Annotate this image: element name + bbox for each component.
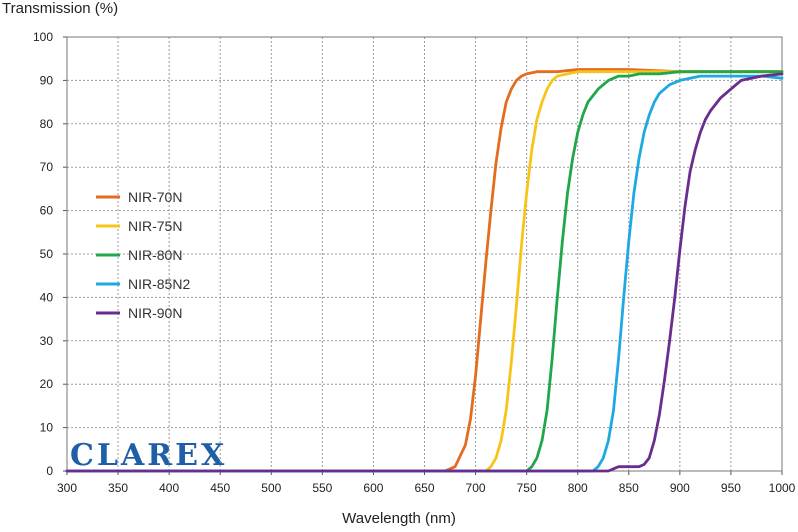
x-tick-label: 700	[466, 481, 486, 495]
y-tick-label: 60	[40, 204, 54, 218]
legend-label-nir-70n: NIR-70N	[128, 189, 182, 205]
series-line-nir-80n	[65, 70, 784, 473]
legend-label-nir-80n: NIR-80N	[128, 247, 182, 263]
series-lines	[65, 68, 784, 473]
y-tick-label: 20	[40, 377, 54, 391]
legend-label-nir-75n: NIR-75N	[128, 218, 182, 234]
y-tick-label: 50	[40, 247, 54, 261]
y-tick-label: 80	[40, 117, 54, 131]
y-tick-label: 70	[40, 160, 54, 174]
x-tick-label: 500	[261, 481, 281, 495]
x-tick-label: 800	[568, 481, 588, 495]
series-line-nir-75n	[65, 70, 784, 473]
legend: NIR-70N NIR-75N NIR-80N NIR-85N2 NIR-90N	[96, 189, 190, 321]
series-line-nir-90n	[65, 72, 784, 473]
clarex-logo-watermark: CLAREX	[70, 438, 228, 473]
x-tick-label: 950	[721, 481, 741, 495]
x-tick-label: 850	[619, 481, 639, 495]
y-tick-label: 90	[40, 73, 54, 87]
y-tick-label: 30	[40, 334, 54, 348]
x-tick-label: 350	[108, 481, 128, 495]
x-tick-label: 650	[414, 481, 434, 495]
legend-label-nir-85n2: NIR-85N2	[128, 276, 190, 292]
grid-lines	[67, 37, 782, 471]
y-tick-label: 100	[33, 30, 53, 44]
x-tick-label: 300	[57, 481, 77, 495]
axes: 300 350 400 450 500 550 600 650 700 750 800 850 900 9…	[33, 30, 796, 495]
y-tick-label: 40	[40, 290, 54, 304]
y-tick-label: 10	[40, 421, 54, 435]
y-axis-label: Transmission (%)	[2, 0, 119, 17]
legend-label-nir-90n: NIR-90N	[128, 305, 182, 321]
x-tick-label: 750	[517, 481, 537, 495]
x-axis-label: Wavelength (nm)	[342, 510, 456, 527]
x-tick-label: 1000	[769, 481, 796, 495]
x-tick-label: 900	[670, 481, 690, 495]
x-tick-label: 600	[363, 481, 383, 495]
y-tick-label: 0	[46, 464, 53, 478]
x-tick-label: 450	[210, 481, 230, 495]
series-line-nir-85n2	[65, 74, 784, 473]
x-tick-label: 400	[159, 481, 179, 495]
x-tick-label: 550	[312, 481, 332, 495]
series-line-nir-70n	[65, 68, 784, 473]
